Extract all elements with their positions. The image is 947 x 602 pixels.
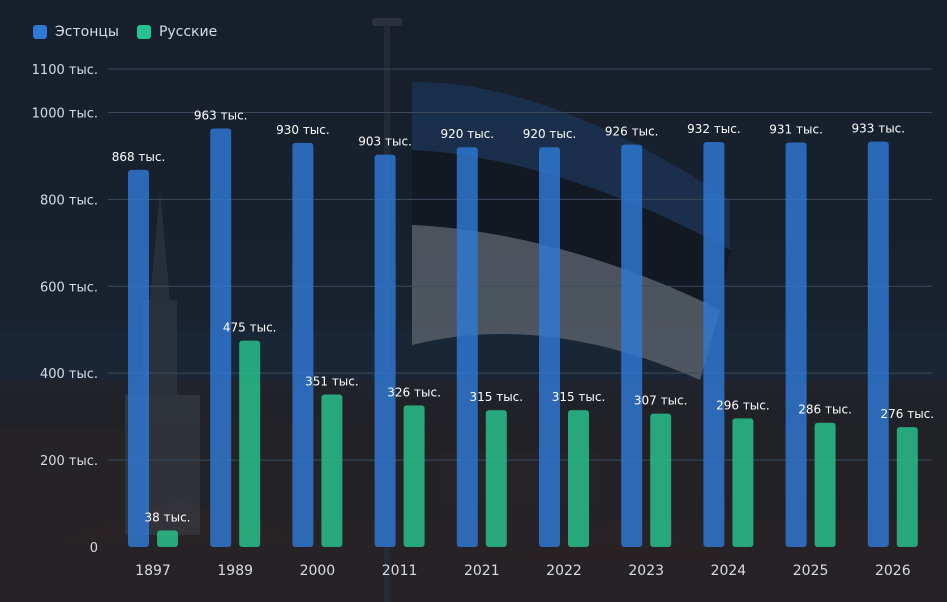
data-label-estonians: 932 тыс. [687,122,741,136]
x-tick-label: 2011 [382,563,418,579]
data-label-estonians: 868 тыс. [112,150,166,164]
bar-estonians[interactable] [539,147,560,547]
legend-swatch-russians [136,25,151,39]
bar-estonians[interactable] [621,144,643,548]
y-tick-label: 0 [90,541,98,556]
x-tick-label: 1989 [217,563,253,579]
x-tick-label: 2023 [628,563,664,579]
data-label-russians: 296 тыс. [716,398,770,412]
bar-russians[interactable] [568,410,589,547]
data-label-russians: 315 тыс. [469,390,523,404]
x-tick-label: 2022 [546,563,582,579]
x-tick-label: 2025 [793,563,829,579]
y-tick-label: 200 тыс. [40,454,98,469]
data-label-russians: 276 тыс. [880,407,934,421]
bar-estonians[interactable] [456,147,478,547]
x-tick-label: 2000 [300,563,336,579]
y-tick-label: 400 тыс. [40,367,98,382]
bar-estonians[interactable] [374,154,396,547]
y-tick-label: 1000 тыс. [32,106,98,121]
data-label-russians: 315 тыс. [552,390,606,404]
x-tick-label: 2024 [711,563,747,579]
bar-russians[interactable] [485,410,507,547]
data-label-estonians: 920 тыс. [440,127,494,141]
bar-russians[interactable] [239,340,261,547]
data-label-russians: 307 тыс. [634,394,688,408]
data-label-estonians: 920 тыс. [523,127,577,141]
x-tick-label: 2026 [875,563,911,579]
y-tick-label: 1100 тыс. [32,63,98,78]
legend-label-estonians: Эстонцы [55,24,119,40]
bar-russians[interactable] [896,427,918,547]
data-label-estonians: 930 тыс. [276,123,330,137]
legend-swatch-estonians [33,25,47,39]
bar-estonians[interactable] [128,169,149,547]
data-label-russians: 475 тыс. [223,321,277,335]
data-label-estonians: 963 тыс. [194,109,248,123]
bar-russians[interactable] [650,413,672,547]
bar-estonians[interactable] [785,142,807,548]
x-tick-label: 1897 [135,563,171,579]
data-label-russians: 326 тыс. [387,385,441,399]
bar-russians[interactable] [157,530,178,547]
legend: Эстонцы Русские [33,24,217,40]
data-label-estonians: 926 тыс. [605,125,659,139]
data-label-russians: 351 тыс. [305,374,359,388]
x-tick-label: 2021 [464,563,500,579]
data-label-estonians: 933 тыс. [851,122,905,136]
legend-item-russians[interactable]: Русские [136,24,218,40]
bar-russians[interactable] [814,422,836,547]
legend-item-estonians[interactable]: Эстонцы [33,24,119,40]
bar-russians[interactable] [321,394,343,547]
bar-russians[interactable] [403,405,425,547]
bar-estonians[interactable] [292,142,314,547]
data-label-russians: 286 тыс. [798,403,852,417]
y-tick-label: 600 тыс. [40,280,98,295]
data-label-russians: 38 тыс. [145,510,191,524]
y-tick-label: 800 тыс. [40,193,98,208]
bar-estonians[interactable] [210,128,232,548]
data-label-estonians: 903 тыс. [358,135,412,149]
bar-russians[interactable] [732,418,754,547]
data-label-estonians: 931 тыс. [769,122,823,136]
bar-estonians[interactable] [867,141,889,547]
bar-estonians[interactable] [703,142,725,547]
legend-label-russians: Русские [158,24,218,40]
